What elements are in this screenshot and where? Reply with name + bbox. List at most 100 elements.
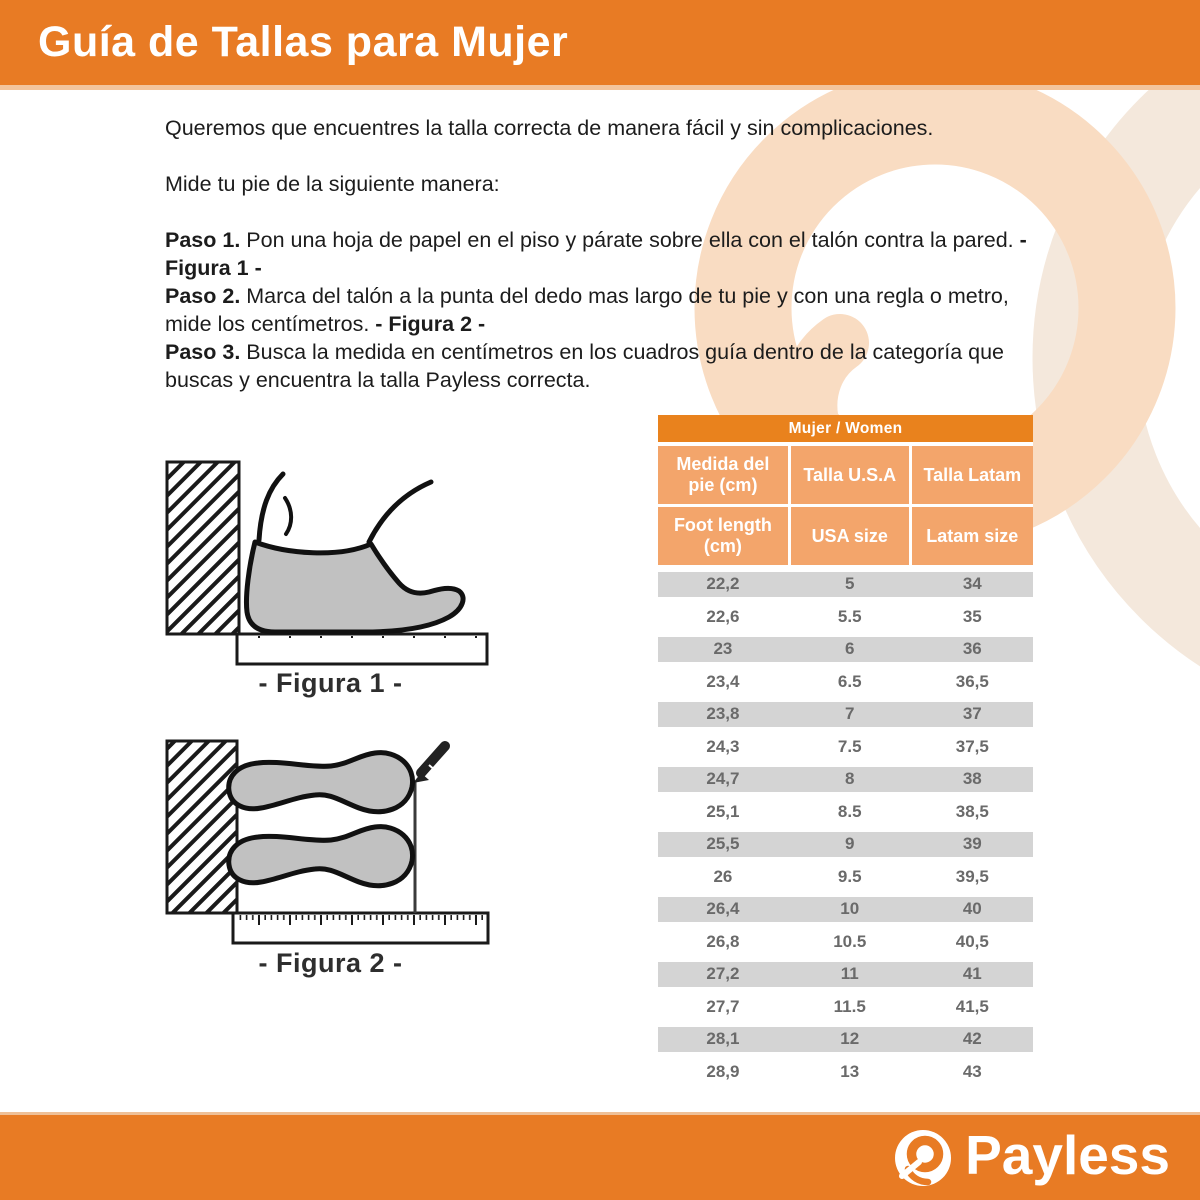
table-cell: 27,7: [706, 996, 740, 1016]
table-cell: 8.5: [837, 801, 862, 821]
table-cell: 7: [845, 704, 855, 724]
table-cell: 39: [962, 834, 982, 854]
page-title: Guía de Tallas para Mujer: [38, 18, 569, 66]
size-table-header-en: Foot length (cm) USA size Latam size: [658, 507, 1033, 565]
table-row: 24,3 7.5 37,5: [658, 731, 1033, 764]
step-2-label: Paso 2.: [165, 284, 241, 308]
table-row: 26 9.5 39,5: [658, 861, 1033, 894]
size-table-group-header: Mujer / Women: [658, 415, 1033, 442]
table-row: 24,7 8 38: [658, 763, 1033, 796]
step-1: Paso 1. Pon una hoja de papel en el piso…: [165, 226, 1040, 282]
footer-bar: Payless: [0, 1112, 1200, 1200]
table-cell: 12: [840, 1029, 860, 1049]
table-cell: 40: [962, 899, 982, 919]
table-row: 27,2 11 41: [658, 958, 1033, 991]
figure-2-caption: - Figura 2 -: [258, 948, 403, 978]
table-cell: 5: [845, 574, 855, 594]
table-cell: 22,2: [706, 574, 740, 594]
header-bar: Guía de Tallas para Mujer: [0, 0, 1200, 90]
table-cell: 24,7: [706, 769, 740, 789]
wall-hatch: [165, 739, 239, 915]
table-cell: 10.5: [833, 931, 867, 951]
table-cell: 38: [962, 769, 982, 789]
intro-text: Queremos que encuentres la talla correct…: [165, 116, 934, 140]
table-cell: 9.5: [837, 866, 862, 886]
ruler-illustration: [235, 632, 489, 666]
table-cell: 35: [962, 606, 982, 626]
table-cell: 40,5: [955, 931, 989, 951]
table-cell: 13: [840, 1061, 860, 1081]
table-row: 28,9 13 43: [658, 1056, 1033, 1089]
table-cell: 10: [840, 899, 860, 919]
step-2: Paso 2. Marca del talón a la punta del d…: [165, 282, 1040, 338]
table-row: 27,7 11.5 41,5: [658, 991, 1033, 1024]
table-row: 22,6 5.5 35: [658, 601, 1033, 634]
step-2-text: Marca del talón a la punta del dedo mas …: [165, 284, 1009, 336]
table-cell: 11.5: [833, 996, 866, 1016]
table-cell: 9: [845, 834, 855, 854]
table-cell: 23,4: [706, 671, 740, 691]
measure-instruction-text: Mide tu pie de la siguiente manera:: [165, 172, 500, 196]
figure-2-footprint-measure-illustration: [165, 739, 490, 945]
table-cell: 8: [845, 769, 855, 789]
table-cell: 6.5: [837, 671, 862, 691]
table-row: 23 6 36: [658, 633, 1033, 666]
step-3-text: Busca la medida en centímetros en los cu…: [165, 340, 1005, 392]
table-cell: 34: [962, 574, 982, 594]
col-header-usa-size: USA size: [790, 507, 909, 565]
table-cell: 36,5: [955, 671, 989, 691]
table-cell: 26: [713, 866, 733, 886]
table-cell: 37,5: [955, 736, 989, 756]
table-cell: 26,4: [706, 899, 740, 919]
size-table-header-es: Medida del pie (cm) Talla U.S.A Talla La…: [658, 446, 1033, 504]
ruler-illustration: [231, 911, 490, 945]
payless-logo-icon: [895, 1129, 952, 1186]
col-header-talla-usa: Talla U.S.A: [790, 446, 909, 504]
wall-hatch: [165, 460, 241, 636]
table-cell: 25,5: [706, 834, 740, 854]
table-cell: 28,9: [706, 1061, 740, 1081]
table-row: 25,1 8.5 38,5: [658, 796, 1033, 829]
footprint-bottom: [226, 824, 416, 889]
table-cell: 41,5: [955, 996, 989, 1016]
step-3-label: Paso 3.: [165, 340, 241, 364]
table-cell: 6: [845, 639, 855, 659]
payless-wordmark: Payless: [965, 1123, 1170, 1186]
pencil-icon: [413, 741, 450, 783]
table-row: 23,4 6.5 36,5: [658, 666, 1033, 699]
footprint-top: [226, 750, 416, 815]
table-row: 26,8 10.5 40,5: [658, 926, 1033, 959]
table-cell: 37: [962, 704, 982, 724]
table-row: 28,1 12 42: [658, 1023, 1033, 1056]
table-cell: 5.5: [837, 606, 862, 626]
steps-list: Paso 1. Pon una hoja de papel en el piso…: [165, 226, 1040, 394]
table-cell: 11: [840, 964, 859, 984]
table-cell: 43: [962, 1061, 982, 1081]
table-row: 25,5 9 39: [658, 828, 1033, 861]
table-cell: 42: [962, 1029, 982, 1049]
figure-1-foot-measure-illustration: [165, 460, 489, 666]
table-cell: 25,1: [706, 801, 740, 821]
table-cell: 27,2: [706, 964, 740, 984]
step-1-text: Pon una hoja de papel en el piso y párat…: [240, 228, 1020, 252]
col-header-talla-latam: Talla Latam: [911, 446, 1033, 504]
table-cell: 28,1: [706, 1029, 740, 1049]
table-cell: 24,3: [706, 736, 740, 756]
table-row: 26,4 10 40: [658, 893, 1033, 926]
table-cell: 39,5: [955, 866, 989, 886]
table-cell: 36: [962, 639, 982, 659]
table-cell: 22,6: [706, 606, 740, 626]
col-header-latam-size: Latam size: [911, 507, 1033, 565]
foot-side-illustration: [244, 471, 466, 635]
figure-1-caption: - Figura 1 -: [258, 668, 403, 698]
table-row: 23,8 7 37: [658, 698, 1033, 731]
table-row: 22,2 5 34: [658, 568, 1033, 601]
step-1-label: Paso 1.: [165, 228, 241, 252]
col-header-foot-length: Foot length (cm): [658, 507, 788, 565]
step-3: Paso 3. Busca la medida en centímetros e…: [165, 338, 1040, 394]
size-table-rows: 22,2 5 34 22,6 5.5 35 23 6 36 23,4 6.5 36,5 23,8 7 37 2…: [658, 568, 1033, 1088]
table-cell: 41: [962, 964, 982, 984]
table-cell: 7.5: [837, 736, 862, 756]
table-cell: 23: [713, 639, 733, 659]
